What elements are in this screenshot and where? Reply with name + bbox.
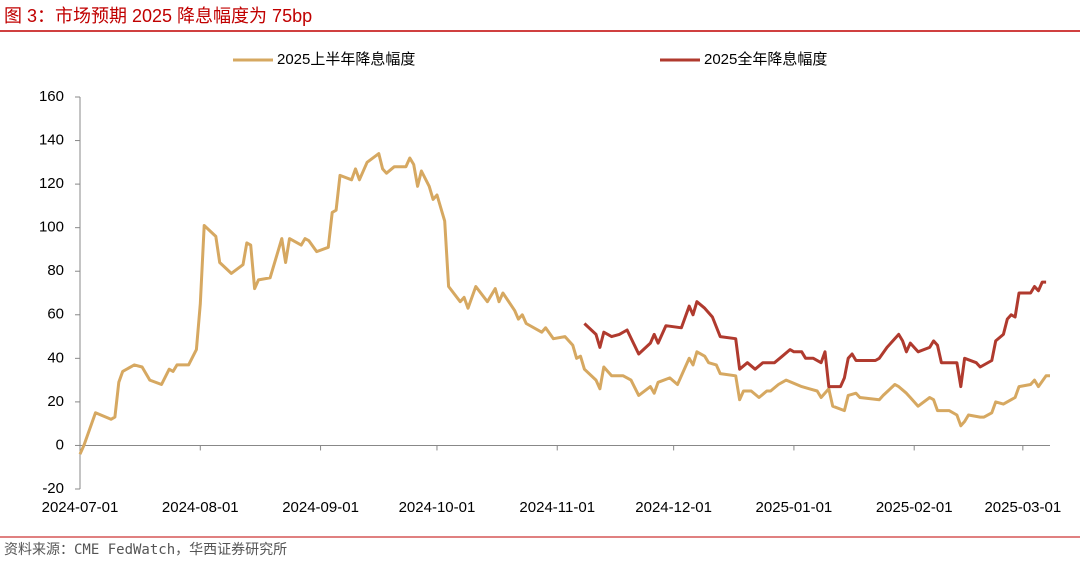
legend-label: 2025全年降息幅度: [704, 50, 827, 68]
y-tick-label: 40: [47, 349, 64, 366]
y-tick-label: 100: [39, 219, 64, 236]
x-tick-label: 2025-02-01: [876, 499, 953, 516]
series-line: [78, 152, 1050, 455]
chart-title: 图 3：市场预期 2025 降息幅度为 75bp: [4, 6, 312, 26]
y-tick-label: 160: [39, 88, 64, 105]
y-tick-label: 0: [56, 436, 64, 453]
x-tick-label: 2024-10-01: [399, 499, 476, 516]
series-line: [583, 280, 1047, 389]
y-tick-label: 60: [47, 306, 64, 323]
y-tick-label: 120: [39, 175, 64, 192]
y-tick-label: 140: [39, 132, 64, 149]
y-tick-label: -20: [42, 480, 64, 497]
source: 资料来源：CME FedWatch，华西证券研究所: [4, 542, 287, 558]
x-tick-label: 2024-12-01: [635, 499, 712, 516]
x-tick-label: 2025-01-01: [756, 499, 833, 516]
legend-label: 2025上半年降息幅度: [277, 51, 415, 68]
x-tick-label: 2024-08-01: [162, 499, 239, 516]
x-tick-label: 2025-03-01: [984, 499, 1061, 516]
y-tick-label: 20: [47, 393, 64, 410]
x-tick-label: 2024-11-01: [519, 499, 595, 516]
x-tick-label: 2024-09-01: [282, 499, 359, 516]
x-tick-label: 2024-07-01: [42, 499, 119, 516]
y-tick-label: 80: [47, 262, 64, 279]
